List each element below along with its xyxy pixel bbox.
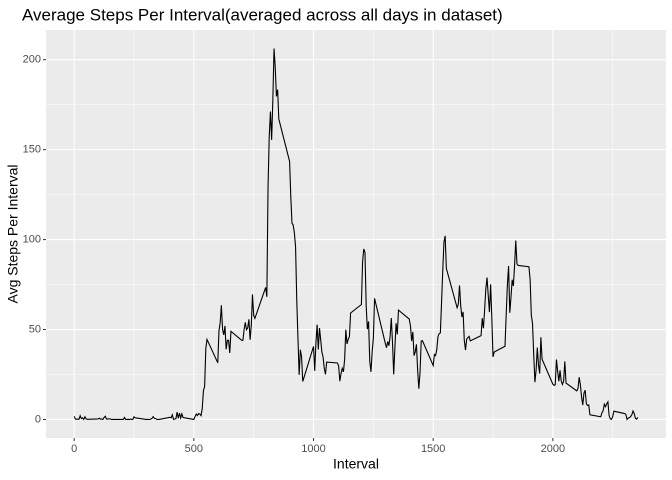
data-line — [73, 48, 639, 421]
y-tick-label: 0 — [35, 413, 41, 425]
plot-panel — [46, 30, 666, 438]
y-tick-label: 150 — [23, 144, 41, 156]
x-axis-label: Interval — [333, 456, 379, 472]
x-tick-label: 2000 — [541, 443, 565, 455]
y-tick-label: 200 — [23, 54, 41, 66]
x-tick-label: 500 — [185, 443, 203, 455]
x-tick-label: 0 — [71, 443, 77, 455]
chart-title: Average Steps Per Interval(averaged acro… — [22, 5, 503, 24]
x-tick-label: 1500 — [421, 443, 445, 455]
y-tick-label: 50 — [29, 323, 41, 335]
x-tick-label: 1000 — [301, 443, 325, 455]
y-tick-label: 100 — [23, 233, 41, 245]
y-axis-label: Avg Steps Per Interval — [5, 164, 21, 303]
